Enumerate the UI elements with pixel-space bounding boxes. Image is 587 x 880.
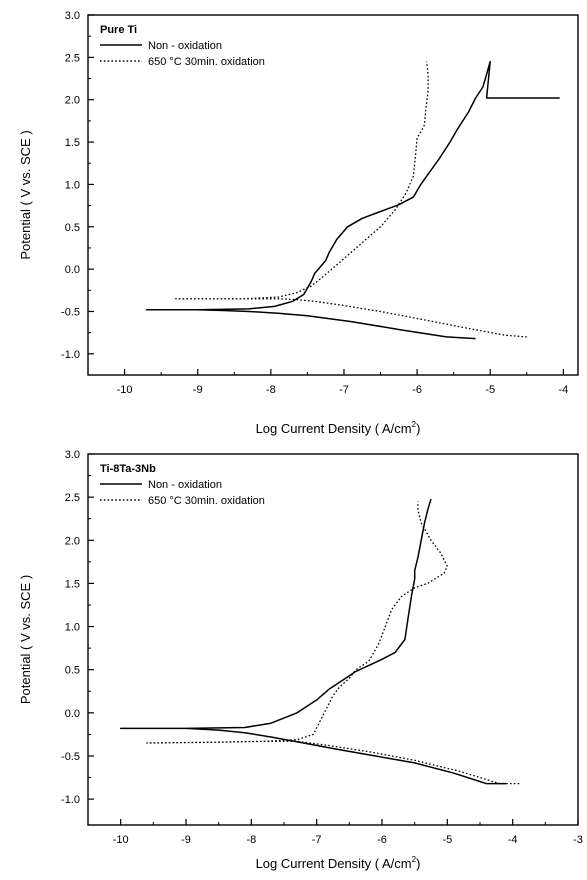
y-tick-label: 2.5: [65, 492, 80, 504]
y-tick-label: 3.0: [65, 449, 80, 461]
x-tick-label: -8: [266, 384, 276, 396]
x-axis-label-main: Log Current Density ( A/cm: [256, 421, 412, 436]
y-axis-label: Potential ( V vs. SCE ): [18, 575, 33, 704]
y-tick-label: -0.5: [61, 306, 80, 318]
y-tick-label: 1.0: [65, 179, 80, 191]
x-tick-label: -10: [117, 384, 133, 396]
series-line-oxidation-650c: [146, 501, 520, 785]
x-tick-label: -7: [312, 834, 322, 846]
x-tick-label: -4: [558, 384, 568, 396]
y-tick-label: 2.0: [65, 535, 80, 547]
y-tick-label: 0.5: [65, 222, 80, 234]
x-tick-label: -6: [412, 384, 422, 396]
legend-label: Non - oxidation: [148, 40, 222, 52]
x-axis-label-superscript: 2: [412, 855, 417, 864]
y-tick-label: 1.0: [65, 622, 80, 634]
y-tick-label: 1.5: [65, 137, 80, 149]
panel-label: Ti-8Ta-3Nb: [100, 463, 156, 475]
x-tick-label: -5: [442, 834, 452, 846]
y-tick-label: -1.0: [61, 794, 80, 806]
y-tick-label: 3.0: [65, 10, 80, 22]
x-tick-label: -5: [485, 384, 495, 396]
x-axis-label: Log Current Density ( A/cm2): [256, 420, 421, 436]
x-tick-label: -6: [377, 834, 387, 846]
plot-frame: [87, 14, 579, 376]
x-tick-label: -7: [339, 384, 349, 396]
chart-panel-1: -1.0 -0.5 0.0 0.5 1.0 1.5 2.0 2.5 3.0 -10 -9 -8 -7 -6…: [18, 10, 579, 436]
x-axis-label-close: ): [416, 421, 420, 436]
x-tick-label: -9: [181, 834, 191, 846]
x-axis-label: Log Current Density ( A/cm2): [256, 855, 421, 871]
x-axis-label-main: Log Current Density ( A/cm: [256, 856, 412, 871]
y-tick-label: 2.5: [65, 52, 80, 64]
panel-label: Pure Ti: [100, 24, 137, 36]
x-tick-label: -4: [508, 834, 518, 846]
y-tick-label: 2.0: [65, 95, 80, 107]
y-tick-label: 1.5: [65, 578, 80, 590]
legend-label: Non - oxidation: [148, 479, 222, 491]
y-tick-label: 0.5: [65, 665, 80, 677]
x-tick-label: -3: [573, 834, 583, 846]
y-tick-label: 0.0: [65, 264, 80, 276]
legend-label: 650 °C 30min. oxidation: [148, 56, 265, 68]
x-tick-label: -10: [113, 834, 129, 846]
x-axis-label-superscript: 2: [412, 420, 417, 429]
y-axis-label: Potential ( V vs. SCE ): [18, 130, 33, 259]
y-tick-label: 0.0: [65, 708, 80, 720]
x-tick-label: -9: [193, 384, 203, 396]
series-line-oxidation-650c: [175, 61, 527, 338]
series-line-non-oxidation: [145, 60, 560, 340]
y-tick-label: -1.0: [61, 349, 80, 361]
legend-label: 650 °C 30min. oxidation: [148, 495, 265, 507]
plot-frame: [87, 453, 579, 826]
y-tick-label: -0.5: [61, 751, 80, 763]
series-line-non-oxidation: [119, 498, 507, 785]
x-axis-label-close: ): [416, 856, 420, 871]
x-tick-label: -8: [246, 834, 256, 846]
chart-panel-2: -1.0 -0.5 0.0 0.5 1.0 1.5 2.0 2.5 3.0 -10 -9 -8 -7 -6…: [18, 449, 583, 871]
